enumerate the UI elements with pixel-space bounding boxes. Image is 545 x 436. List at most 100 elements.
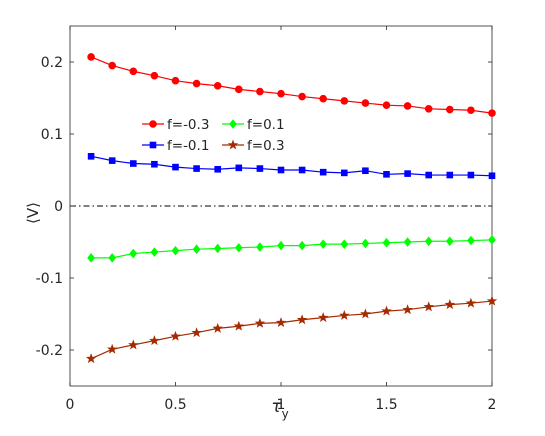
data-point: [277, 89, 285, 98]
legend-marker: [227, 139, 239, 150]
data-point: [171, 76, 180, 85]
data-point: [128, 339, 139, 350]
data-point: [170, 330, 181, 341]
data-point: [87, 153, 95, 160]
legend-item: f=0.3: [222, 138, 285, 154]
y-tick-label: -0.1: [36, 271, 63, 287]
legend: f=-0.3 f=-0.1 f=0.1 f=0.3: [142, 117, 285, 154]
data-point: [108, 253, 117, 263]
data-point: [233, 320, 244, 331]
data-point: [130, 160, 137, 167]
data-point: [212, 322, 223, 333]
data-point: [256, 87, 264, 96]
data-point: [256, 242, 264, 252]
y-tick-label: -0.2: [36, 343, 63, 359]
data-point: [256, 165, 264, 172]
data-point: [149, 335, 160, 346]
legend-marker: [149, 141, 157, 149]
data-point: [192, 79, 201, 88]
data-point: [213, 81, 222, 90]
y-axis-label: ⟨V⟩: [24, 202, 42, 224]
data-point: [402, 304, 413, 315]
data-point: [150, 71, 159, 80]
data-point: [424, 236, 433, 247]
data-point: [341, 169, 348, 177]
data-point: [467, 235, 475, 246]
data-point: [277, 240, 285, 251]
y-tick-label: 0.1: [41, 127, 63, 143]
data-point: [172, 163, 179, 171]
data-point: [298, 240, 306, 251]
data-point: [467, 106, 475, 115]
data-point: [382, 237, 391, 248]
data-point: [254, 317, 266, 328]
data-point: [85, 353, 97, 364]
legend-label: f=0.1: [247, 117, 285, 133]
x-tick-label: 1: [277, 397, 286, 413]
data-point: [383, 171, 390, 178]
y-tick-label: 0.2: [41, 55, 63, 71]
data-point: [424, 105, 433, 113]
data-point: [467, 171, 475, 179]
data-point: [171, 245, 180, 256]
data-point: [129, 67, 138, 76]
data-point: [425, 171, 432, 179]
data-point: [488, 172, 496, 180]
data-point: [318, 312, 329, 323]
series-line: [90, 155, 493, 177]
data-point: [319, 94, 328, 103]
legend-item: f=0.1: [222, 117, 285, 133]
data-point: [151, 160, 158, 168]
data-point: [486, 295, 498, 306]
data-point: [87, 253, 95, 263]
x-axis-label: τy: [271, 397, 288, 421]
data-point: [298, 92, 306, 101]
data-point: [488, 235, 496, 245]
data-point: [403, 237, 412, 247]
data-point: [444, 299, 455, 310]
x-tick-label: 1.5: [375, 397, 397, 413]
data-point: [213, 243, 222, 254]
legend-marker: [229, 119, 237, 129]
y-tick-label: 0: [54, 199, 63, 215]
data-point: [298, 166, 306, 174]
data-point: [214, 165, 221, 173]
data-point: [340, 239, 349, 249]
data-point: [362, 167, 369, 175]
axes: 0 0.5 1 1.5 2 -0.2 -0.1 0 0.1 0.2: [36, 26, 497, 413]
series-4: [85, 295, 498, 364]
data-point: [488, 109, 496, 117]
data-point: [465, 297, 477, 308]
data-point: [423, 301, 434, 312]
data-point: [107, 343, 118, 354]
data-point: [360, 308, 371, 319]
x-axis-label-subscript: y: [282, 407, 289, 421]
data-point: [129, 248, 138, 259]
data-point: [403, 102, 412, 110]
data-point: [192, 244, 201, 255]
data-point: [108, 157, 116, 164]
legend-item: f=-0.1: [142, 138, 209, 154]
data-point: [381, 305, 392, 316]
series-2: [87, 153, 496, 180]
x-axis-label-main: τ: [271, 397, 282, 417]
data-point: [404, 170, 411, 177]
legend-item: f=-0.3: [142, 117, 209, 133]
data-point: [319, 239, 328, 249]
x-tick-label: 2: [488, 397, 497, 413]
data-point: [445, 236, 454, 247]
legend-label: f=0.3: [247, 138, 285, 154]
data-point: [87, 53, 95, 61]
x-tick-label: 0.5: [164, 397, 186, 413]
data-point: [361, 238, 370, 249]
data-point: [361, 99, 370, 107]
data-point: [340, 97, 349, 105]
series-3: [87, 235, 496, 263]
data-point: [275, 317, 287, 328]
data-point: [150, 247, 159, 257]
data-point: [382, 101, 391, 109]
data-point: [446, 105, 454, 114]
legend-label: f=-0.3: [167, 117, 209, 133]
data-point: [235, 85, 243, 94]
